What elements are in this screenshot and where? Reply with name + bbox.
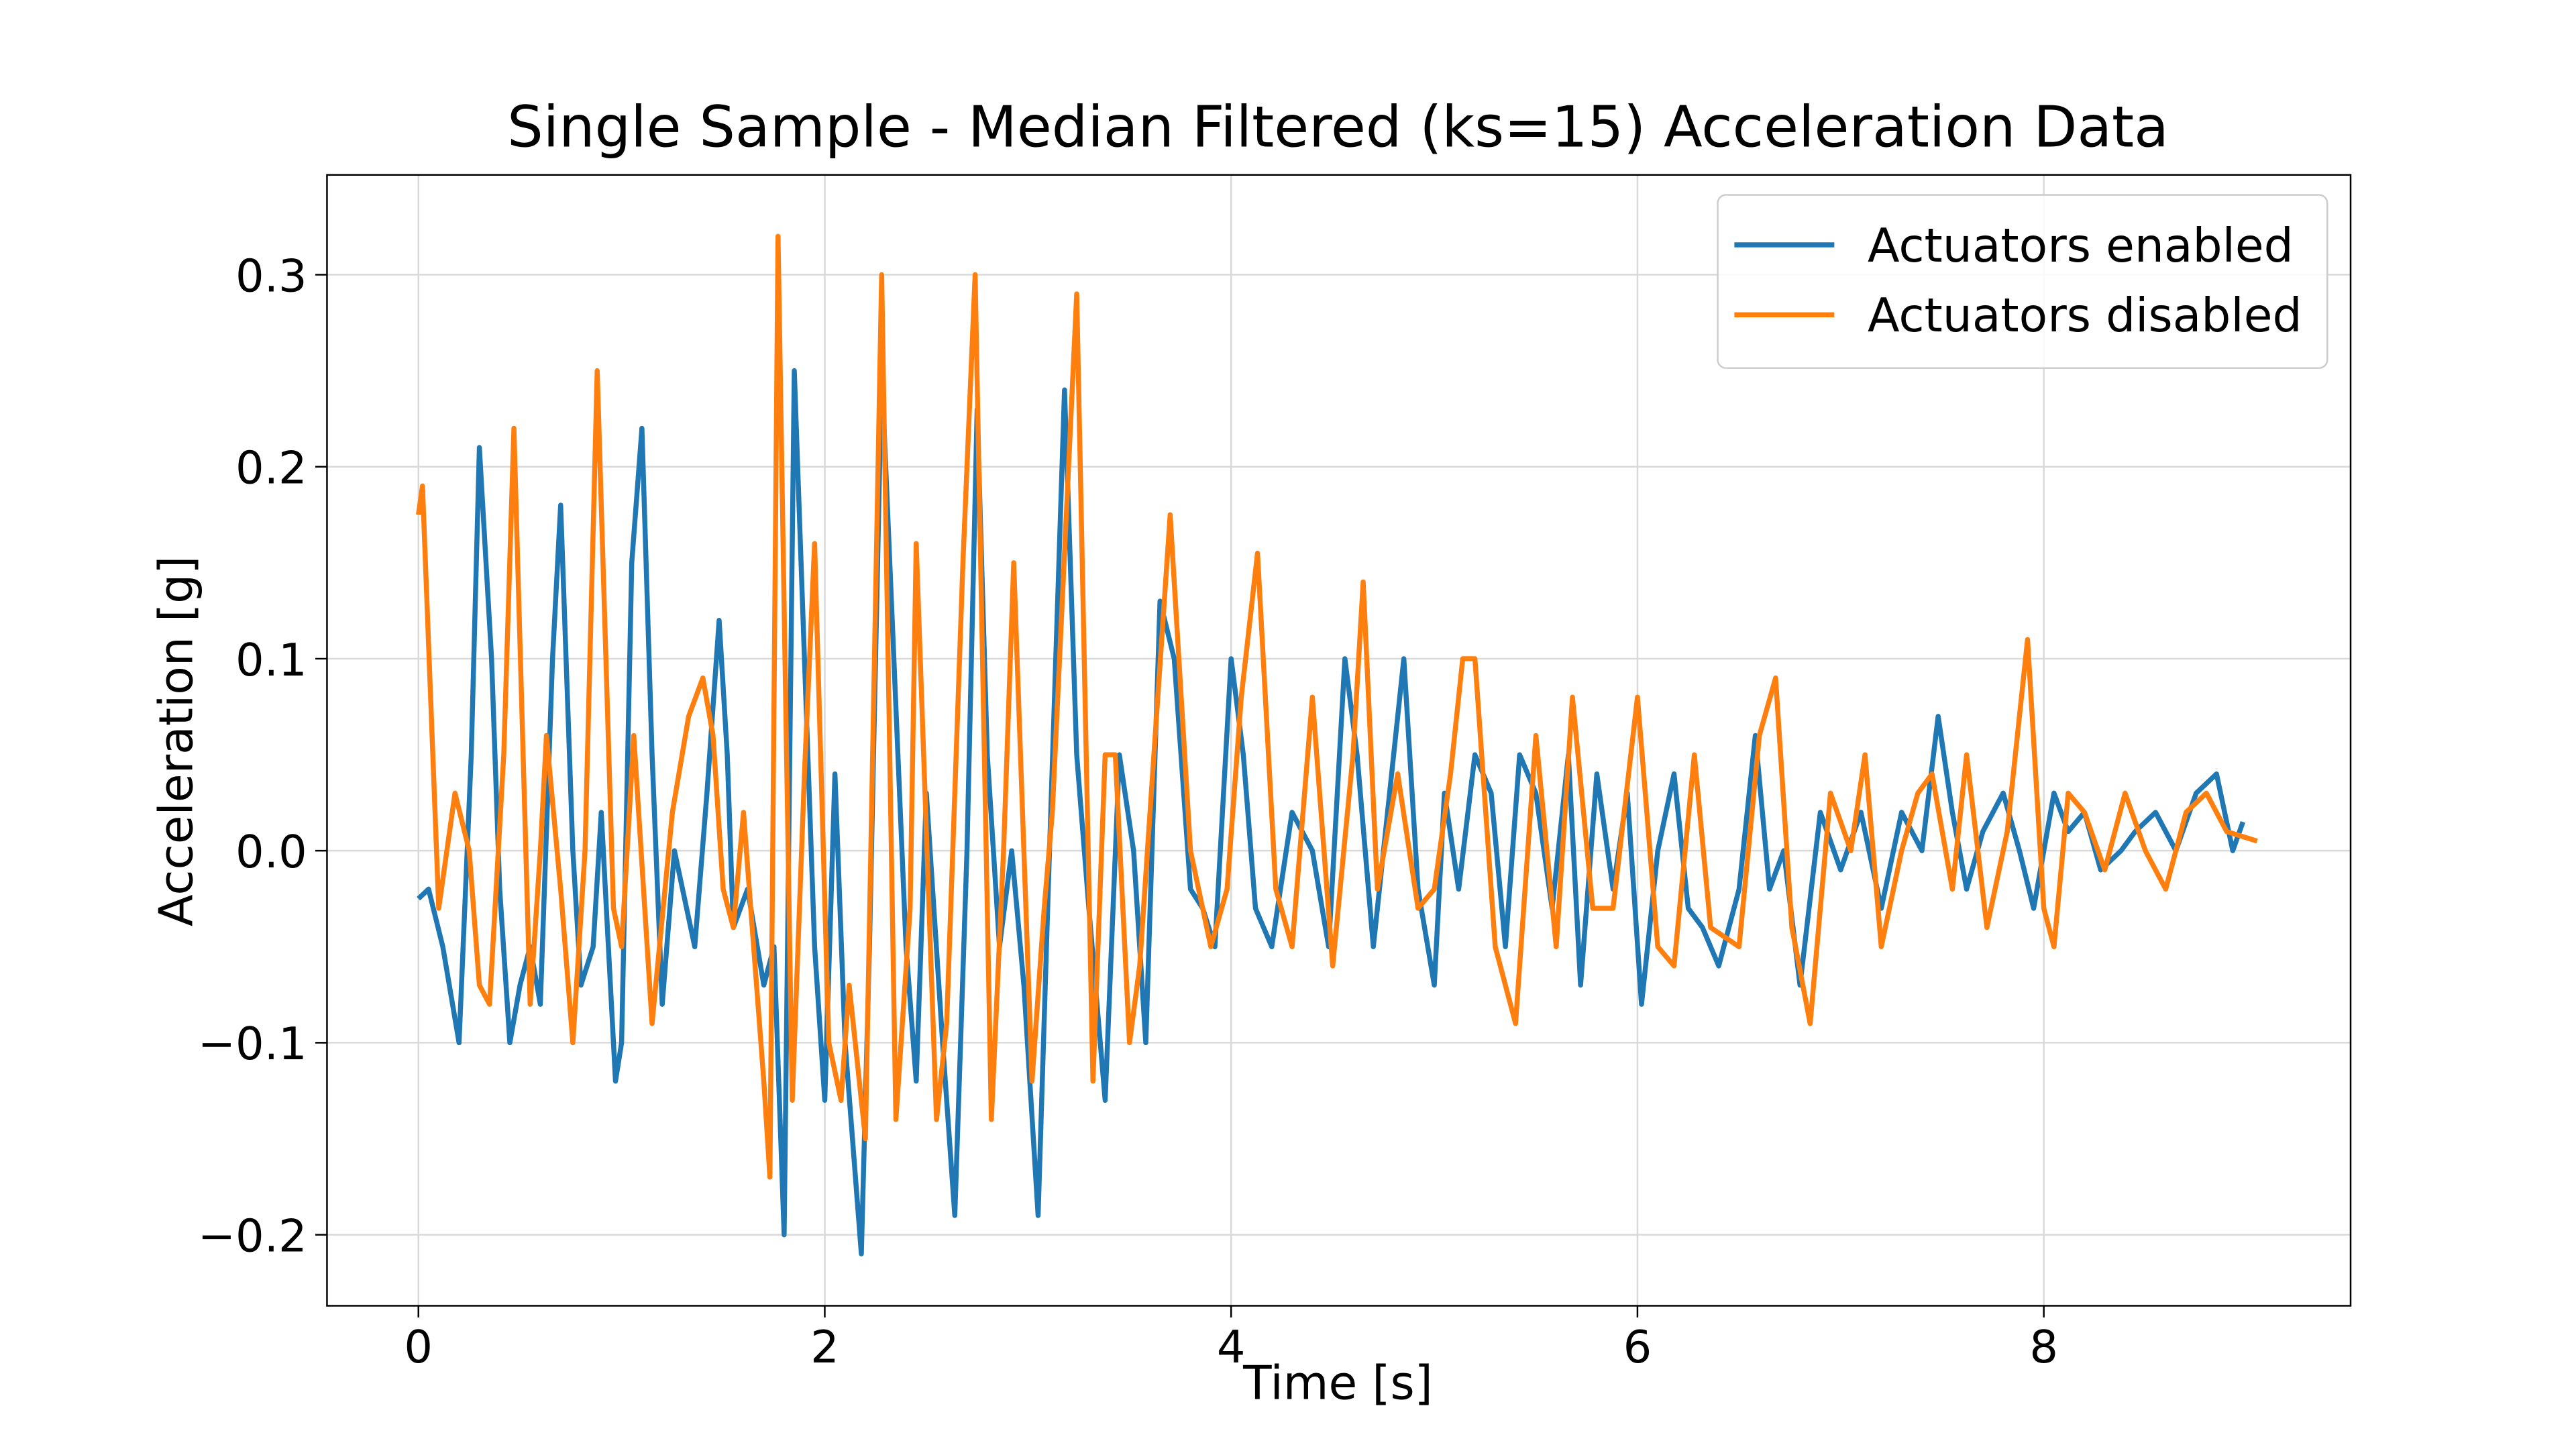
axes-frame <box>326 174 2352 1307</box>
x-tick-label: 2 <box>810 1321 839 1373</box>
data-line <box>417 368 2246 1256</box>
x-tick-label: 8 <box>2029 1321 2058 1373</box>
data-line <box>416 233 2258 1180</box>
y-tick-label: 0.0 <box>235 826 307 878</box>
ticks: 0 2 4 6 8 −0.2 −0.1 0.0 0.1 0.2 0.3 <box>198 250 2058 1373</box>
x-tick-label: 6 <box>1623 1321 1652 1373</box>
x-tick-label: 4 <box>1217 1321 1246 1373</box>
legend-box <box>1717 194 2328 369</box>
y-tick-label: 0.2 <box>235 442 307 494</box>
legend-label: Actuators enabled <box>1868 219 2294 273</box>
chart-title: Single Sample - Median Filtered (ks=15) … <box>507 94 2169 160</box>
y-tick-label: 0.1 <box>235 634 307 686</box>
x-tick-label: 0 <box>404 1321 433 1373</box>
plot-lines <box>416 233 2258 1256</box>
y-tick-label: 0.3 <box>235 250 307 302</box>
y-tick-label: −0.2 <box>198 1210 307 1262</box>
legend-label: Actuators disabled <box>1868 288 2302 343</box>
legend: Actuators enabled Actuators disabled <box>1717 194 2328 369</box>
y-axis-label: Acceleration [g] <box>149 556 203 926</box>
x-axis-label: Time [s] <box>1242 1356 1433 1411</box>
y-tick-label: −0.1 <box>198 1018 307 1070</box>
